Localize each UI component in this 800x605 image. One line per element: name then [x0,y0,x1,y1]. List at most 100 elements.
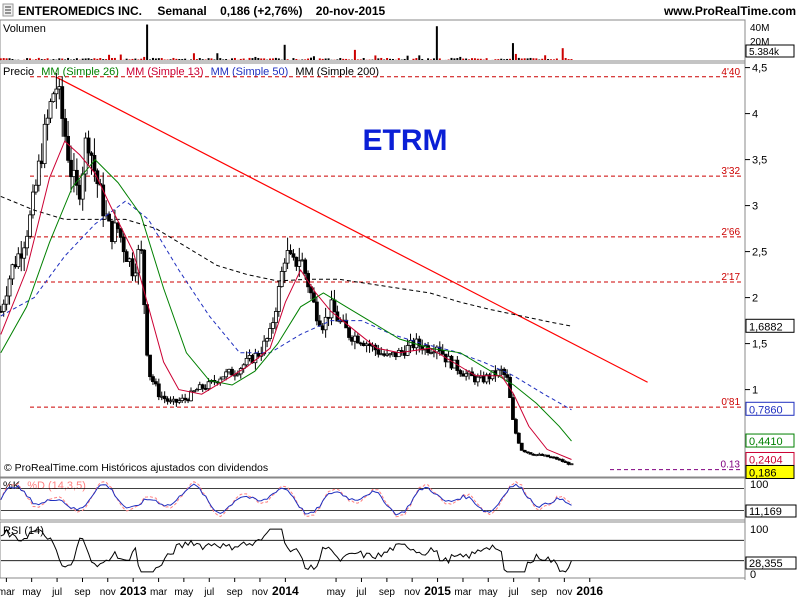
volume-bar [99,58,101,60]
header-title: ENTEROMEDICS INC. Semanal 0,186 (+2,76%)… [18,4,385,18]
candle-body [459,371,462,374]
volume-bar [421,59,423,60]
x-tick-label: 2014 [272,584,299,598]
candle-body [225,372,228,377]
volume-bar [9,58,11,60]
price-label: Precio [3,66,34,78]
price-tag-label: 0,4410 [749,436,783,448]
volume-bar [234,58,236,60]
candle-body [29,215,32,236]
volume-bar [161,58,163,60]
price-ytick-label: 3,5 [752,155,767,167]
volume-bar [310,58,312,60]
legend-sma26: MM (Simple 26) [41,66,119,78]
volume-bar [172,58,174,60]
volume-bar [307,59,309,60]
price-legend: Precio MM (Simple 26) MM (Simple 13) MM … [3,66,379,78]
volume-bar [196,59,198,60]
volume-bar [219,58,221,60]
volume-bar [105,59,107,60]
legend-sma50: MM (Simple 50) [211,66,289,78]
volume-bar [111,58,113,60]
candle-body [570,464,573,465]
candle-body [49,102,52,119]
candle-body [122,237,125,251]
x-tick-label: jul [508,587,519,598]
volume-bar [257,58,259,60]
volume-bar [254,57,256,60]
volume-bar [541,59,543,60]
price-ytick-label: 3 [752,201,758,213]
volume-bar [459,57,461,60]
header-symbol: ENTEROMEDICS INC. [18,4,142,18]
volume-bar [35,59,37,60]
volume-bar [269,59,271,60]
candle-body [520,443,523,450]
volume-bar [518,58,520,60]
menu-icon[interactable] [3,4,13,16]
volume-bar [193,53,195,60]
candle-body [333,300,336,312]
volume-tick-40m: 40M [750,23,769,34]
volume-bar [67,58,69,60]
candle-body [5,296,8,304]
candle-body [55,89,58,94]
volume-bar [336,59,338,60]
volume-bar [181,59,183,60]
volume-bar [26,58,28,60]
volume-bar [240,59,242,60]
x-tick-label: nov [100,587,116,598]
candle-body [283,263,286,271]
volume-bar [216,53,218,60]
volume-bar [512,43,514,60]
candle-body [315,302,318,321]
volume-bar [377,58,379,60]
volume-bar [301,59,303,60]
candle-body [298,261,301,267]
volume-bar [453,58,455,60]
volume-bar [342,59,344,60]
candle-body [8,279,11,296]
volume-bar [527,58,529,60]
volume-bar [29,58,31,60]
volume-bar [44,59,46,60]
volume-bar [272,58,274,60]
volume-bar [553,59,555,60]
level-label: 2'17 [721,272,740,283]
level-label: 2'66 [721,227,740,238]
x-tick-label: 2016 [576,584,603,598]
volume-bar [155,59,157,60]
x-tick-label: sep [531,587,548,598]
volume-bar [524,58,526,60]
volume-bar [562,48,564,60]
volume-bar [249,58,251,60]
volume-last-value: 5.384k [749,47,780,58]
volume-bar [140,59,142,60]
volume-bar [345,59,347,60]
volume-bar [436,26,438,60]
candle-body [134,273,137,276]
volume-bar [462,59,464,60]
candle-body [31,192,34,215]
volume-bar [360,59,362,60]
candle-body [289,250,292,253]
volume-bar [61,59,63,60]
candle-body [517,433,520,443]
volume-bar [535,58,537,60]
candle-body [108,214,111,221]
volume-bar [354,50,356,60]
x-tick-label: 2015 [424,584,451,598]
legend-sma13: MM (Simple 13) [126,66,204,78]
volume-panel [0,20,745,61]
price-ytick-label: 4 [752,109,758,121]
volume-bar [544,55,546,60]
volume-bar [313,56,315,60]
volume-bar [374,55,376,60]
volume-bar [503,59,505,60]
candle-body [348,328,351,338]
x-tick-label: jul [355,587,366,598]
candle-body [34,185,37,192]
price-tag-label: 1,6882 [749,321,783,333]
volume-bar [386,58,388,60]
ticker-text: ETRM [363,124,448,157]
